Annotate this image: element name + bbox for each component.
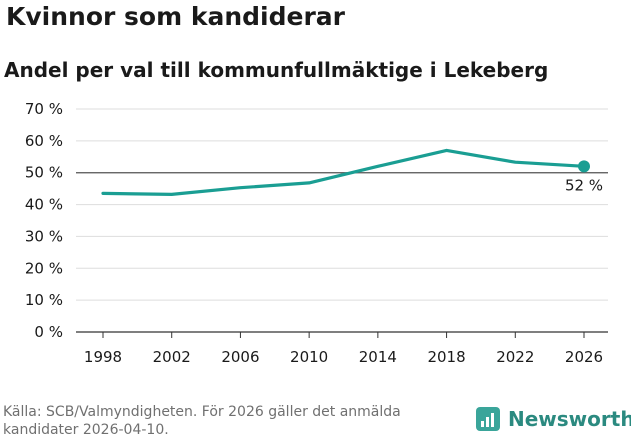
newsworthy-logo-icon: [476, 407, 500, 431]
y-tick-label: 10 %: [25, 291, 63, 309]
x-tick-label: 2006: [221, 348, 259, 366]
end-value-label: 52 %: [565, 176, 603, 194]
y-tick-label: 30 %: [25, 227, 63, 245]
y-tick-label: 40 %: [25, 196, 63, 214]
x-tick-label: 1998: [84, 348, 122, 366]
source-note: Källa: SCB/Valmyndigheten. För 2026 gäll…: [3, 404, 401, 438]
x-tick-label: 2026: [565, 348, 603, 366]
newsworthy-logo: Newsworthy: [476, 407, 631, 431]
x-tick-label: 2022: [496, 348, 534, 366]
series-line: [101, 148, 586, 196]
y-tick-label: 20 %: [25, 259, 63, 277]
x-tick-label: 2018: [427, 348, 465, 366]
line-chart: 0 % 10 % 20 % 30 % 40 % 50 % 60 % 70 % 1998 2002…: [25, 100, 608, 366]
y-tick-label: 50 %: [25, 164, 63, 182]
chart-subtitle: Andel per val till kommunfullmäktige i L…: [4, 58, 549, 82]
x-tick-label: 2010: [290, 348, 328, 366]
chart-title: Kvinnor som kandiderar: [6, 2, 345, 31]
newsworthy-logo-text: Newsworthy: [508, 407, 631, 431]
y-tick-label: 70 %: [25, 100, 63, 118]
x-tick-label: 2002: [153, 348, 191, 366]
end-point-marker: [578, 160, 590, 173]
y-tick-label: 60 %: [25, 132, 63, 150]
y-tick-label: 0 %: [34, 323, 63, 341]
x-tick-label: 2014: [359, 348, 397, 366]
